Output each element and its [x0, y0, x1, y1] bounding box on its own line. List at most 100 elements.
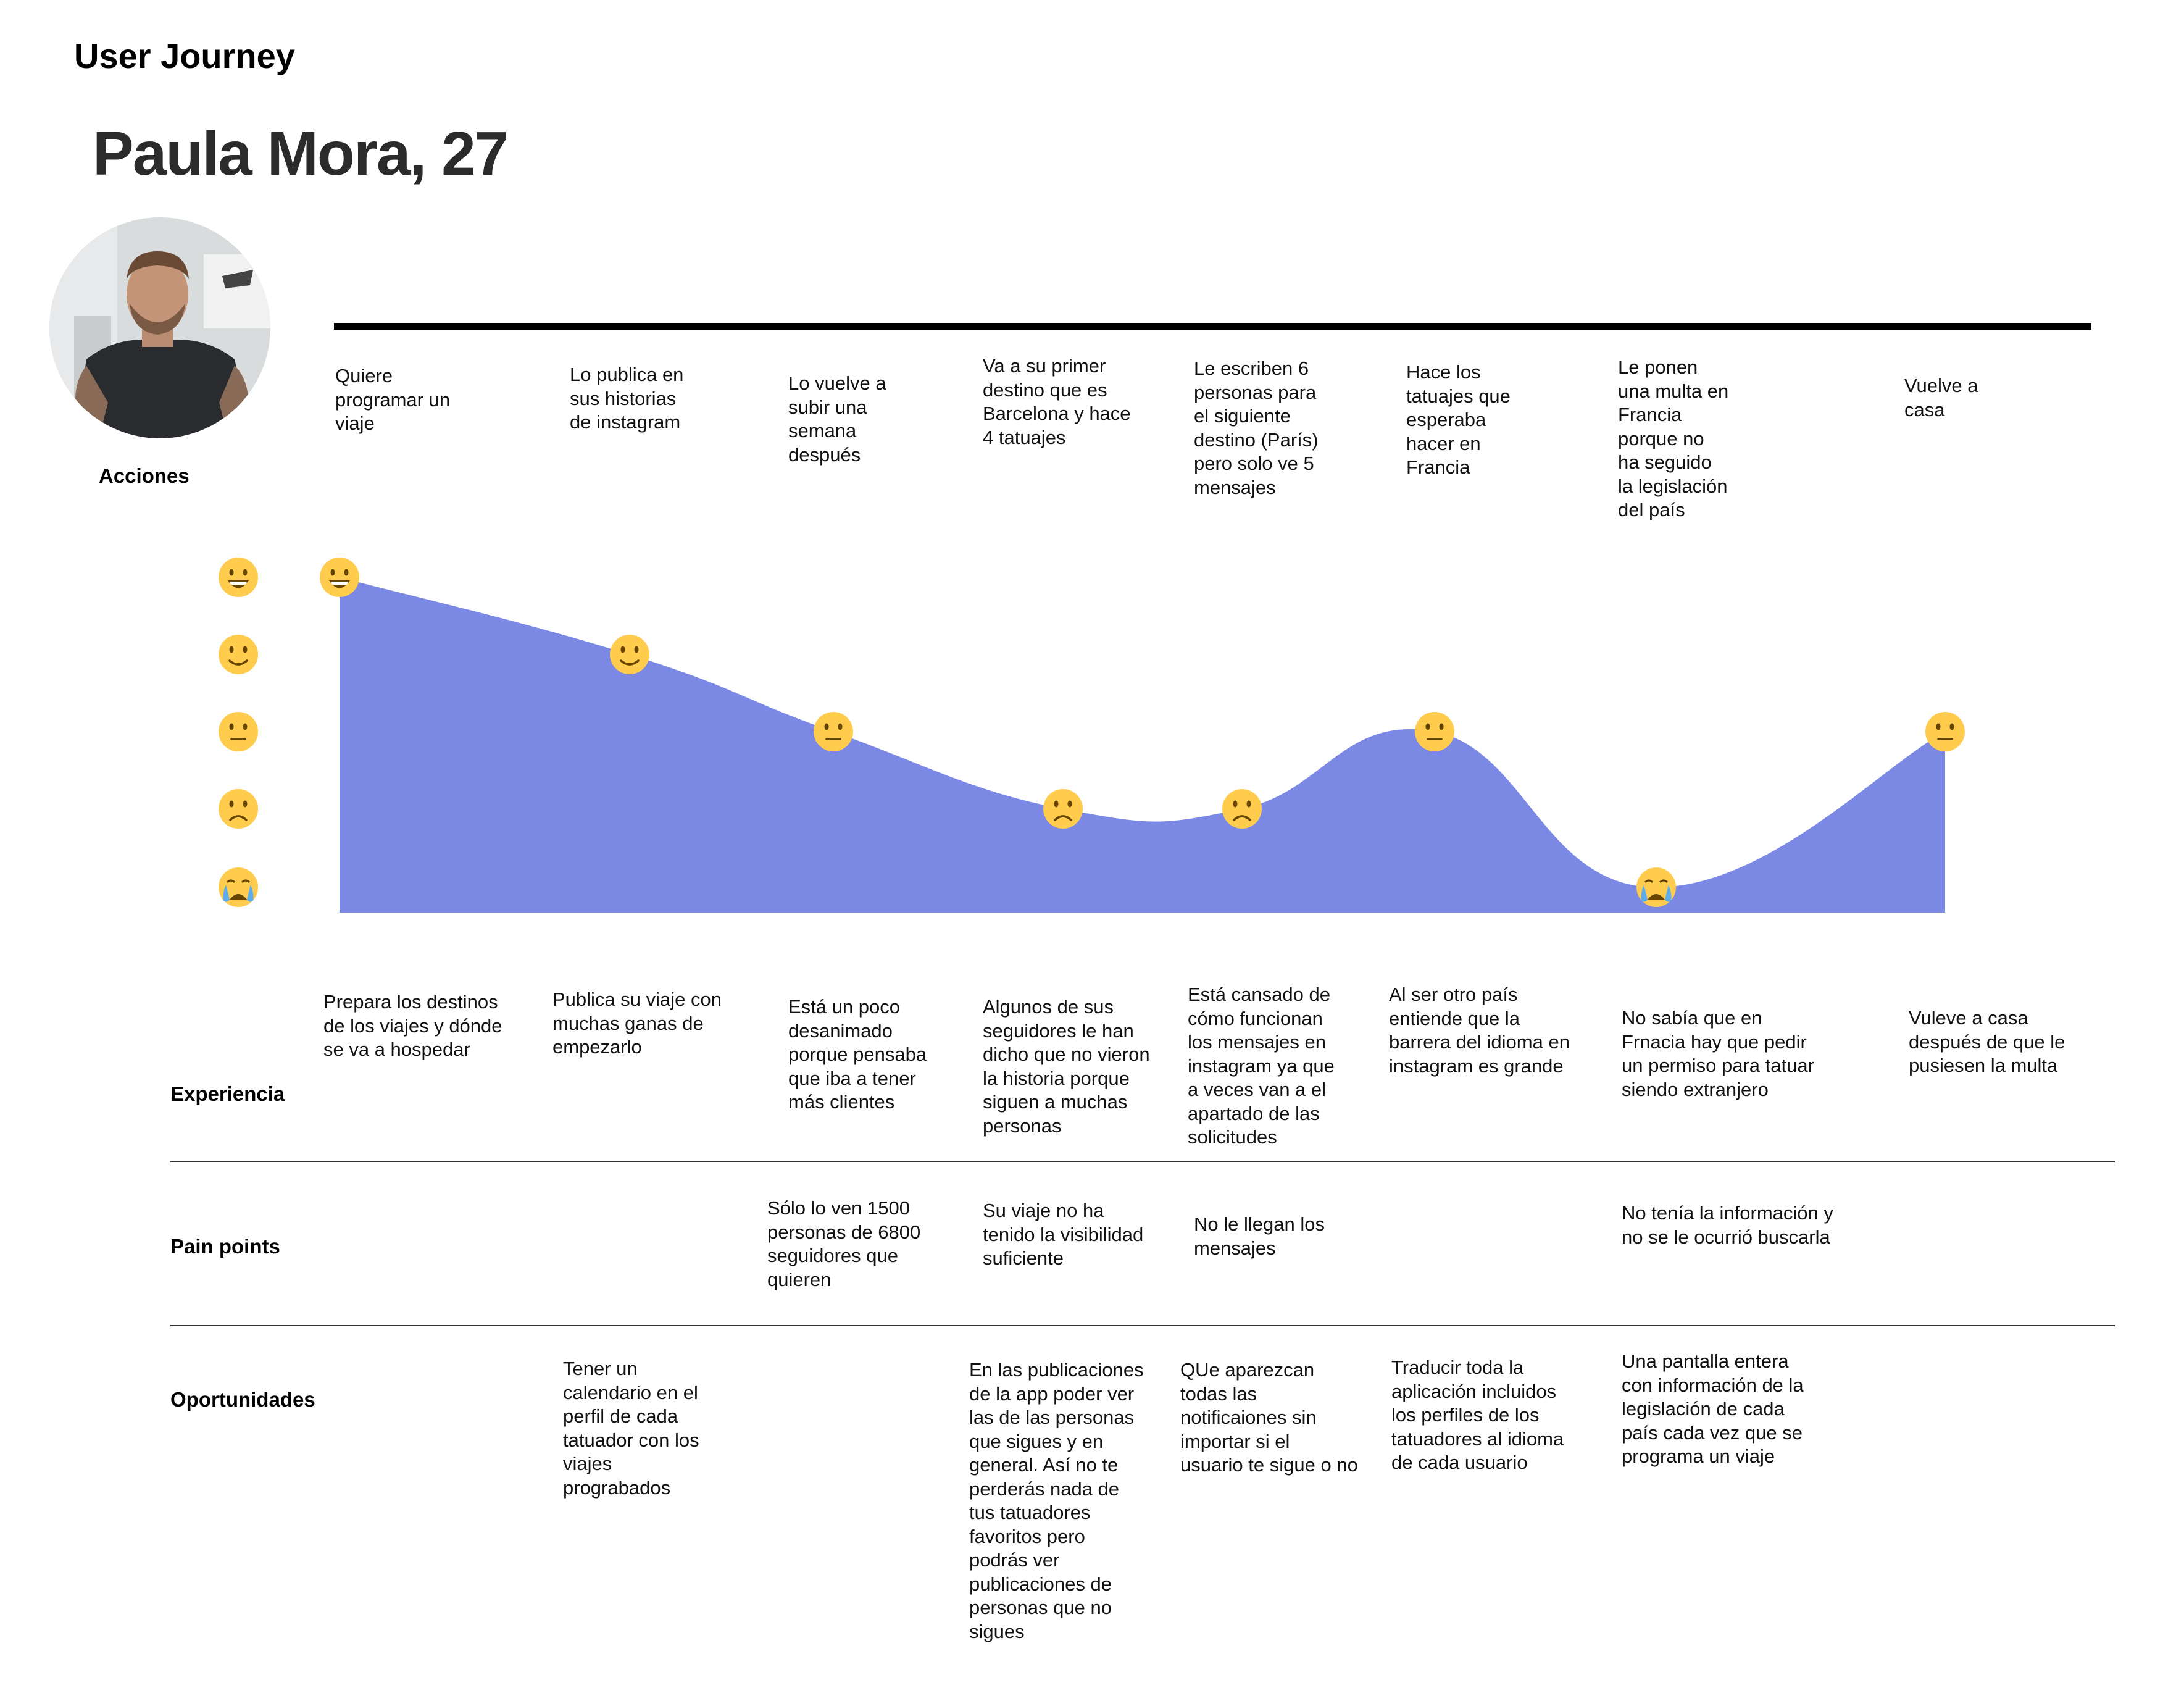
neutral-face-icon	[1415, 712, 1454, 751]
oportunidad-line: En las publicaciones	[969, 1359, 1144, 1381]
accion-line: tatuajes que	[1406, 385, 1511, 407]
experiencia-line: siguen a muchas	[983, 1091, 1128, 1113]
accion-line: de instagram	[570, 411, 681, 433]
stage-1-accion: Quiere programar un viaje	[335, 364, 450, 436]
accion-line: después	[788, 443, 861, 466]
stage-6-oportunidad: Traducir toda la aplicación incluidos los …	[1391, 1356, 1564, 1475]
oportunidad-line: todas las	[1180, 1382, 1257, 1405]
slightly-smiling-face-icon	[219, 635, 258, 674]
grinning-face-icon	[320, 558, 359, 597]
accion-line: del país	[1618, 499, 1685, 520]
experiencia-line: Vuleve a casa	[1909, 1007, 2028, 1029]
crying-face-icon	[219, 867, 258, 907]
accion-line: pero solo ve 5	[1194, 453, 1314, 474]
pain-line: personas de 6800	[767, 1221, 921, 1243]
accion-line: Francia	[1618, 404, 1682, 425]
accion-line: Le ponen	[1618, 356, 1698, 378]
experiencia-line: solicitudes	[1188, 1126, 1277, 1148]
experiencia-line: Está un poco	[788, 996, 900, 1018]
oportunidad-line: prograbados	[563, 1476, 671, 1499]
pain-line: seguidores que	[767, 1245, 898, 1266]
experiencia-line: muchas ganas de	[552, 1012, 704, 1034]
pain-line: tenido la visibilidad	[983, 1223, 1144, 1245]
oportunidad-line: Una pantalla entera	[1622, 1350, 1789, 1372]
row-label-pain-points: Pain points	[170, 1235, 280, 1258]
stage-3-pain: Sólo lo ven 1500 personas de 6800 seguidor…	[767, 1197, 920, 1292]
stage-7-experiencia: No sabía que en Frnacia hay que pedir un p…	[1622, 1006, 1814, 1101]
timeline-bar	[334, 323, 2091, 330]
experiencia-line: porque pensaba	[788, 1043, 927, 1065]
oportunidad-line: tatuador con los	[563, 1429, 699, 1451]
pain-line: Sólo lo ven 1500	[767, 1197, 910, 1219]
pain-line: No tenía la información y	[1622, 1202, 1833, 1224]
oportunidad-line: legislación de cada	[1622, 1398, 1785, 1419]
pain-line: no se le ocurrió buscarla	[1622, 1226, 1830, 1248]
accion-line: Barcelona y hace	[983, 403, 1131, 424]
accion-line: Va a su primer	[983, 355, 1106, 377]
accion-line: 4 tatuajes	[983, 426, 1066, 448]
accion-line: destino que es	[983, 378, 1107, 401]
frowning-face-icon	[219, 789, 258, 829]
stage-5-pain: No le llegan los mensajes	[1194, 1213, 1325, 1260]
experiencia-line: más clientes	[788, 1091, 895, 1113]
experiencia-line: seguidores le han	[983, 1019, 1134, 1042]
experiencia-line: la historia porque	[983, 1067, 1130, 1089]
oportunidad-line: general. Así no te	[969, 1454, 1119, 1476]
accion-line: Lo vuelve a	[788, 372, 886, 394]
stage-8-accion: Vuelve a casa	[1904, 374, 1978, 422]
slightly-smiling-face-icon	[610, 635, 649, 674]
experiencia-line: entiende que la	[1389, 1007, 1520, 1029]
accion-line: programar un	[335, 388, 451, 411]
oportunidad-line: calendario en el	[563, 1381, 698, 1403]
experiencia-line: personas	[983, 1114, 1062, 1137]
accion-line: ha seguido	[1618, 451, 1712, 473]
pain-line: suficiente	[983, 1247, 1064, 1269]
accion-line: destino (París)	[1194, 428, 1319, 451]
oportunidad-line: tus tatuadores	[969, 1502, 1091, 1523]
accion-line: esperaba	[1406, 409, 1486, 430]
experiencia-line: de los viajes y dónde	[323, 1014, 502, 1037]
stage-6-accion: Hace los tatuajes que esperaba hacer en Fran…	[1406, 361, 1511, 480]
stage-2-experiencia: Publica su viaje con muchas ganas de empez…	[552, 988, 722, 1060]
row-label-experiencia: Experiencia	[170, 1082, 285, 1105]
experiencia-line: barrera del idioma en	[1389, 1031, 1570, 1053]
persona-avatar	[49, 217, 270, 438]
neutral-face-icon	[814, 712, 853, 751]
stage-5-oportunidad: QUe aparezcan todas las notificaiones sin i…	[1180, 1358, 1358, 1478]
experiencia-line: desanimado	[788, 1019, 893, 1042]
oportunidad-line: perderás nada de	[969, 1478, 1120, 1500]
experiencia-line: dicho que no vieron	[983, 1043, 1150, 1065]
experiencia-line: a veces van a el	[1188, 1079, 1327, 1100]
pain-line: mensajes	[1194, 1237, 1276, 1259]
stage-5-experiencia: Está cansado de cómo funcionan los mensaje…	[1188, 983, 1335, 1150]
pain-line: quieren	[767, 1268, 832, 1290]
stage-5-accion: Le escriben 6 personas para el siguiente de…	[1194, 357, 1319, 500]
accion-line: Le escriben 6	[1194, 357, 1309, 379]
frowning-face-icon	[1043, 789, 1083, 829]
crying-face-icon	[1636, 867, 1676, 907]
neutral-face-icon	[1925, 712, 1965, 751]
emotion-scale	[219, 558, 258, 907]
row-label-acciones: Acciones	[99, 464, 190, 487]
oportunidad-line: viajes	[563, 1453, 612, 1474]
experiencia-line: Algunos de sus	[983, 996, 1114, 1018]
divider	[170, 1325, 2115, 1326]
accion-line: una multa en	[1618, 380, 1729, 402]
stage-6-experiencia: Al ser otro país entiende que la barrera d…	[1389, 983, 1570, 1078]
pain-line: No le llegan los	[1194, 1213, 1325, 1235]
oportunidad-line: Tener un	[563, 1358, 638, 1379]
experiencia-line: Está cansado de	[1188, 984, 1330, 1005]
grinning-face-icon	[219, 558, 258, 597]
stage-2-oportunidad: Tener un calendario en el perfil de cada ta…	[563, 1357, 699, 1500]
stage-3-accion: Lo vuelve a subir una semana después	[788, 372, 886, 467]
neutral-face-icon	[219, 712, 258, 751]
oportunidad-line: de la app poder ver	[969, 1382, 1135, 1405]
oportunidad-line: tatuadores al idioma	[1391, 1428, 1564, 1450]
pain-line: Su viaje no ha	[983, 1200, 1104, 1221]
experiencia-line: Frnacia hay que pedir	[1622, 1030, 1807, 1053]
accion-line: sus historias	[570, 387, 677, 409]
oportunidad-line: aplicación incluidos	[1391, 1380, 1557, 1402]
oportunidad-line: notificaiones sin	[1180, 1407, 1317, 1428]
stage-4-oportunidad: En las publicaciones de la app poder ver l…	[969, 1358, 1144, 1644]
